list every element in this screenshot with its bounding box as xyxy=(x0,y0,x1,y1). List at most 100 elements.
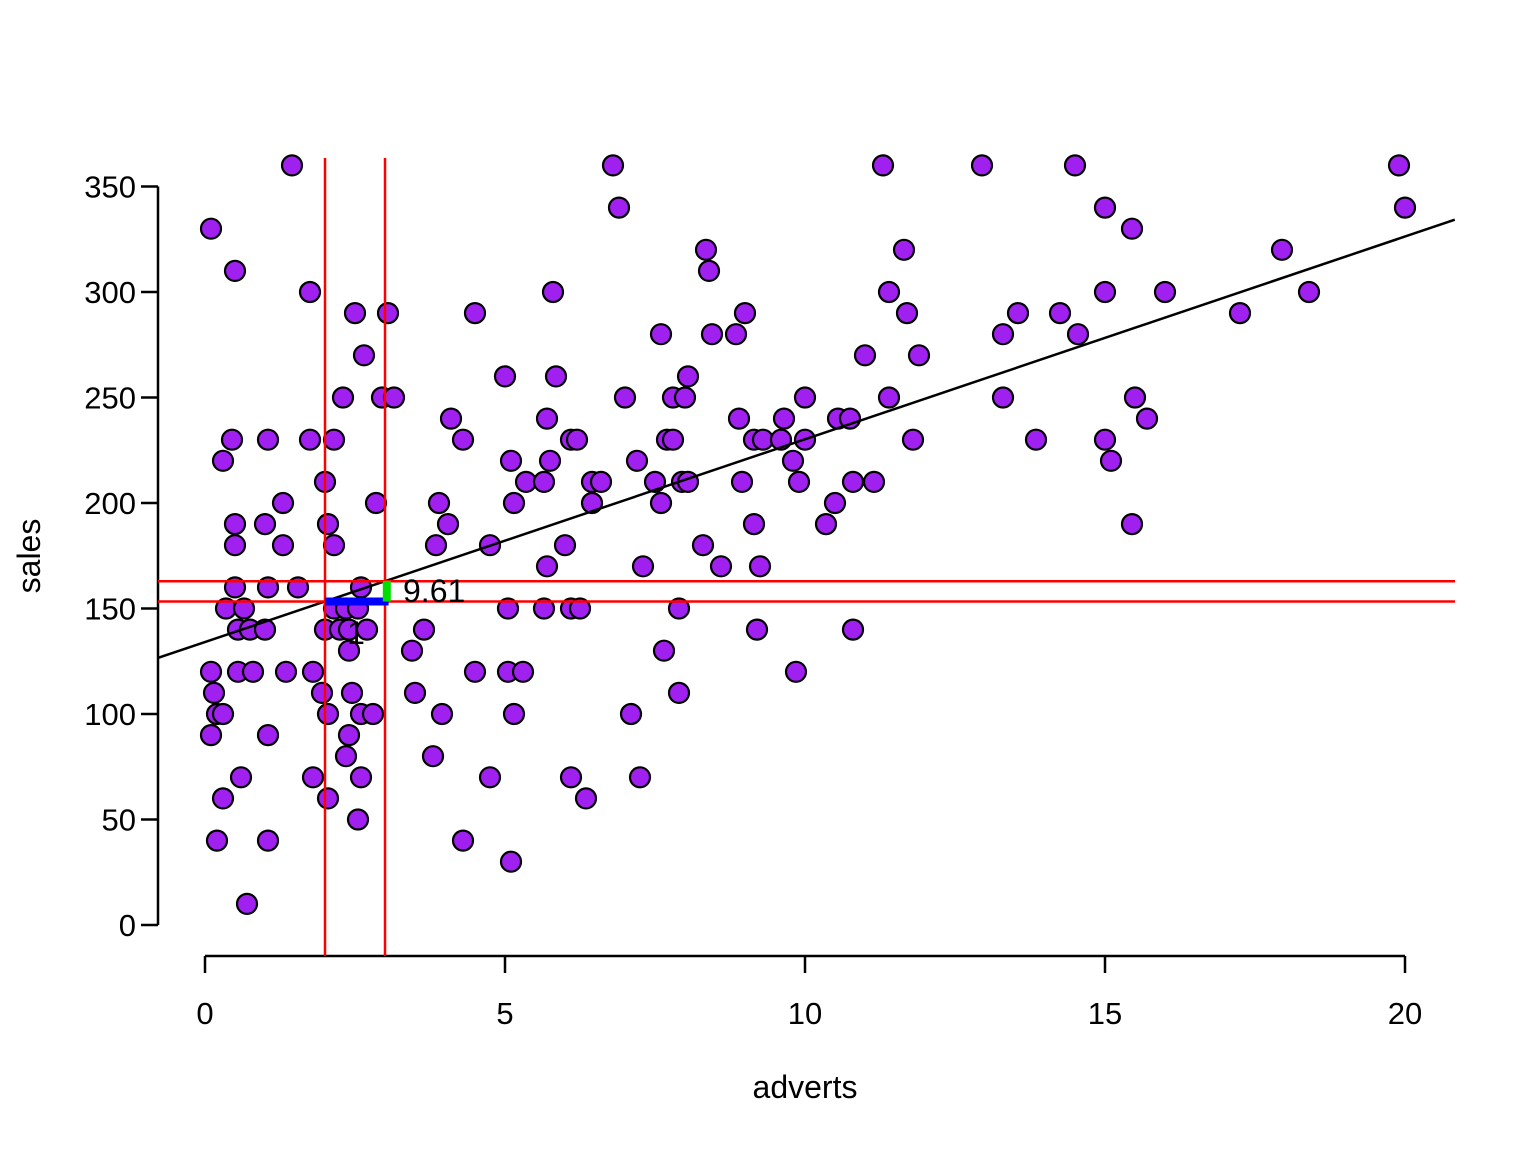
data-point xyxy=(730,470,754,493)
data-point xyxy=(337,723,361,747)
y-tick-label: 200 xyxy=(84,486,136,521)
data-point xyxy=(337,639,361,662)
regression-line-layer xyxy=(157,218,1456,660)
data-point xyxy=(382,386,406,409)
data-point xyxy=(430,702,454,726)
data-point xyxy=(1093,428,1117,451)
data-point xyxy=(298,280,322,304)
data-point xyxy=(424,534,448,557)
x-tick-label: 5 xyxy=(496,996,513,1031)
data-point xyxy=(1135,407,1159,430)
data-point xyxy=(772,407,796,430)
data-point xyxy=(538,449,562,472)
data-point xyxy=(355,618,379,641)
data-point xyxy=(784,660,808,683)
data-point xyxy=(1093,196,1117,219)
x-axis-title: adverts xyxy=(753,1069,858,1105)
y-tick-label: 300 xyxy=(84,275,136,310)
data-point xyxy=(346,808,370,831)
data-point xyxy=(298,428,322,451)
y-tick-label: 250 xyxy=(84,381,136,416)
data-point xyxy=(1120,217,1144,240)
data-point xyxy=(613,386,637,409)
data-point xyxy=(232,597,256,620)
data-point xyxy=(667,597,691,620)
data-point xyxy=(676,365,700,388)
data-point xyxy=(814,512,838,536)
data-point xyxy=(256,829,280,852)
data-point xyxy=(1123,386,1147,409)
data-point xyxy=(322,428,346,451)
data-point xyxy=(970,154,994,177)
data-point xyxy=(256,723,280,747)
data-point xyxy=(1024,428,1048,451)
data-point xyxy=(1153,280,1177,304)
data-point xyxy=(580,491,604,515)
data-point xyxy=(907,344,931,367)
data-point xyxy=(340,681,364,705)
data-point xyxy=(877,280,901,304)
x-tick-label: 15 xyxy=(1088,996,1122,1031)
data-point xyxy=(493,365,517,388)
data-point xyxy=(649,491,673,515)
data-point xyxy=(220,428,244,451)
data-point xyxy=(253,512,277,536)
data-point xyxy=(631,555,655,578)
data-point xyxy=(901,428,925,451)
run-value-label: 1 xyxy=(347,615,365,651)
data-point xyxy=(673,386,697,409)
data-point xyxy=(205,829,229,852)
data-point xyxy=(841,618,865,641)
data-point xyxy=(499,850,523,873)
data-point xyxy=(436,512,460,536)
data-point xyxy=(223,534,247,557)
data-point xyxy=(895,302,919,325)
x-tick-label: 10 xyxy=(788,996,822,1031)
data-point xyxy=(502,702,526,726)
data-point xyxy=(652,639,676,662)
slope-triangle-segments xyxy=(325,580,391,606)
data-point xyxy=(364,491,388,515)
x-tick-label: 0 xyxy=(196,996,213,1031)
data-point xyxy=(862,470,886,493)
regression-line xyxy=(157,218,1456,660)
data-point xyxy=(271,491,295,515)
data-point xyxy=(1006,302,1030,325)
data-point xyxy=(427,491,451,515)
data-point xyxy=(667,681,691,705)
data-point xyxy=(349,766,373,789)
data-point xyxy=(823,491,847,515)
data-point xyxy=(574,787,598,810)
data-point xyxy=(310,681,334,705)
data-point xyxy=(691,534,715,557)
data-point xyxy=(607,196,631,219)
data-point xyxy=(316,512,340,536)
data-point xyxy=(316,787,340,810)
data-point xyxy=(733,302,757,325)
data-point xyxy=(559,766,583,789)
data-point xyxy=(649,323,673,346)
data-point xyxy=(841,470,865,493)
reference-lines xyxy=(158,158,1455,956)
data-point xyxy=(1297,280,1321,304)
data-point xyxy=(553,534,577,557)
data-point xyxy=(322,534,346,557)
data-point xyxy=(991,386,1015,409)
data-point xyxy=(1393,196,1417,219)
data-point xyxy=(334,745,358,768)
data-point xyxy=(535,555,559,578)
data-point xyxy=(601,154,625,177)
data-point xyxy=(451,829,475,852)
data-point xyxy=(871,154,895,177)
data-point xyxy=(223,259,247,282)
data-point xyxy=(694,238,718,261)
data-point xyxy=(1063,154,1087,177)
data-point xyxy=(511,660,535,683)
x-tick-label: 20 xyxy=(1388,996,1422,1031)
data-point xyxy=(376,302,400,325)
data-point xyxy=(463,302,487,325)
data-point xyxy=(643,470,667,493)
y-tick-label: 150 xyxy=(84,592,136,627)
